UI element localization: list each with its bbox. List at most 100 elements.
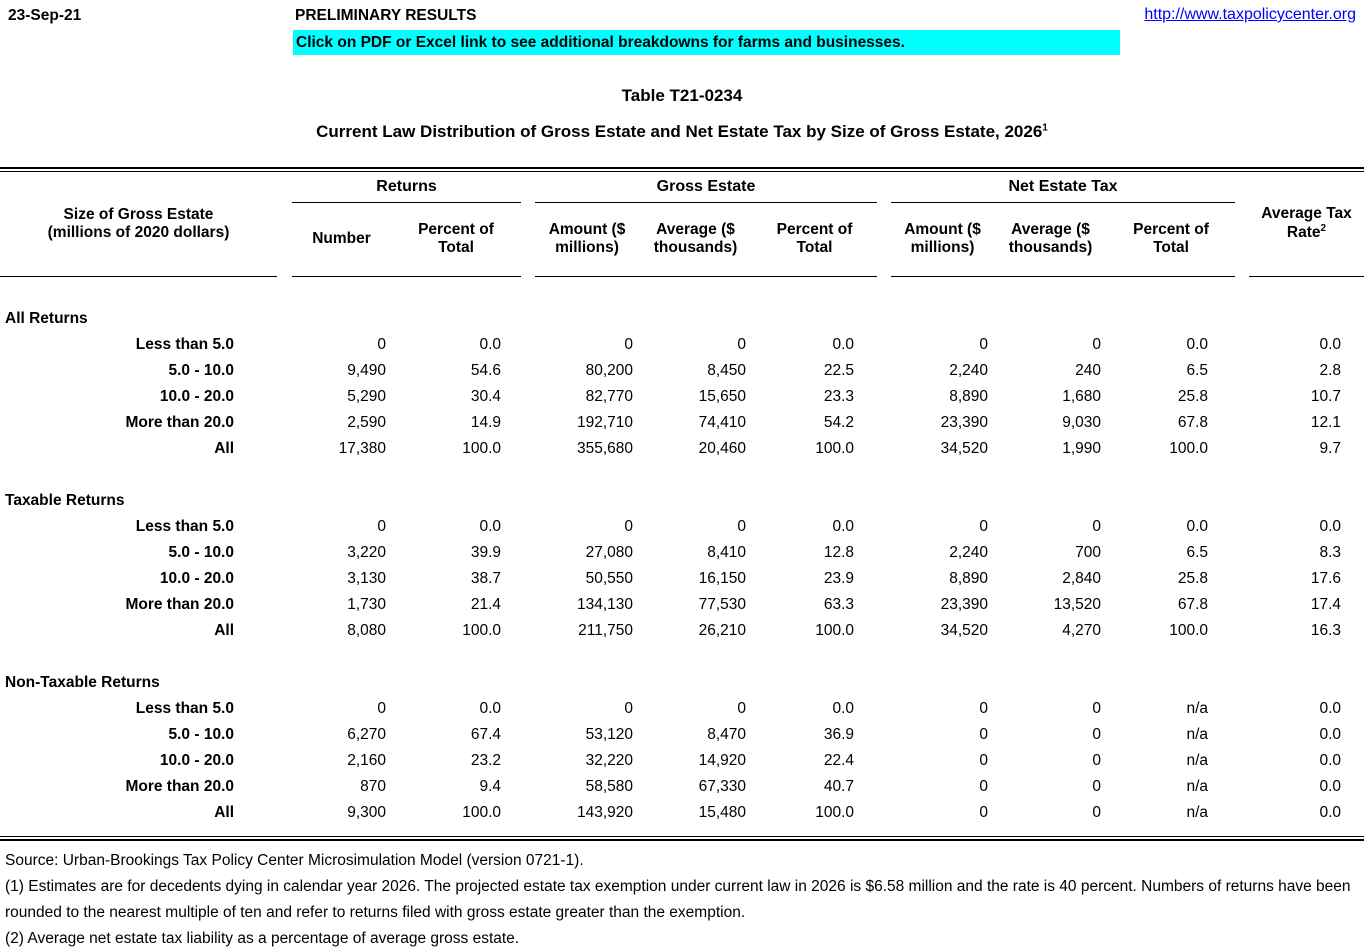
col-header-gross-percent: Percent of Total (752, 202, 878, 277)
cell-value: 23,390 (940, 596, 989, 613)
cell-value: 0.0 (1319, 726, 1342, 743)
cell-value: 100.0 (1169, 622, 1209, 639)
data-table-frame: Size of Gross Estate (millions of 2020 d… (0, 167, 1364, 841)
cell-value: 9.7 (1319, 440, 1342, 457)
cell-value: 0 (377, 518, 386, 535)
cell-value: 80,200 (585, 362, 634, 379)
cell-value: 0.0 (1319, 700, 1342, 717)
cell-value: 53,120 (585, 726, 634, 743)
cell-value: 0 (1092, 752, 1102, 769)
cell-value: 0 (737, 336, 747, 353)
cell-value: 30.4 (470, 388, 502, 405)
cell-value: 0 (377, 336, 386, 353)
group-header-returns: Returns (292, 172, 522, 203)
col-header-net-average: Average ($ thousands) (994, 202, 1108, 277)
cell-value: 355,680 (576, 440, 634, 457)
table-row: All 17,380 100.0 355,680 20,460 100.0 34,520 1,… (0, 436, 1364, 462)
cell-value: 0.0 (1319, 336, 1342, 353)
cell-value: 32,220 (585, 752, 634, 769)
cell-value: 0.0 (479, 700, 502, 717)
cell-value: 10.7 (1310, 388, 1342, 405)
cell-value: 34,520 (940, 440, 989, 457)
cell-value: 8,890 (949, 388, 989, 405)
cell-value: 0.0 (1186, 518, 1209, 535)
cell-value: 15,650 (698, 388, 747, 405)
table-title-text: Current Law Distribution of Gross Estate… (316, 122, 1043, 141)
row-label: More than 20.0 (125, 414, 234, 431)
cell-value: 36.9 (823, 726, 855, 743)
cell-value: n/a (1186, 726, 1209, 743)
col-header-average-tax-rate: Average Tax Rate2 (1249, 172, 1364, 277)
cell-value: 8,470 (707, 726, 747, 743)
col-header-gross-average: Average ($ thousands) (639, 202, 753, 277)
cell-value: 39.9 (470, 544, 502, 561)
row-label: All (214, 622, 234, 639)
cell-value: 23.3 (823, 388, 855, 405)
table-row: 10.0 - 20.0 3,130 38.7 50,550 16,150 23.9 8,89… (0, 566, 1364, 592)
cell-value: 700 (1075, 544, 1102, 561)
cell-value: 54.6 (470, 362, 502, 379)
table-row: 5.0 - 10.0 3,220 39.9 27,080 8,410 12.8 2,240 7… (0, 540, 1364, 566)
taxpolicycenter-link[interactable]: http://www.taxpolicycenter.org (1144, 6, 1356, 23)
cell-value: 2,590 (347, 414, 386, 431)
row-label: 5.0 - 10.0 (168, 544, 235, 561)
cell-value: 14,920 (698, 752, 747, 769)
cell-value: 870 (360, 778, 386, 795)
col-header-net-percent: Percent of Total (1107, 202, 1236, 277)
cell-value: 0 (624, 518, 634, 535)
row-label: All (214, 804, 234, 821)
cell-value: 63.3 (823, 596, 855, 613)
title-footnote-marker: 1 (1042, 122, 1048, 134)
table-row: 5.0 - 10.0 6,270 67.4 53,120 8,470 36.9 0 0 n/a 0… (0, 722, 1364, 748)
cell-value: 0.0 (1186, 336, 1209, 353)
cell-value: 67.4 (470, 726, 502, 743)
cell-value: 67,330 (698, 778, 747, 795)
table-title: Current Law Distribution of Gross Estate… (0, 122, 1364, 142)
cell-value: 0 (1092, 778, 1102, 795)
table-row: All 9,300 100.0 143,920 15,480 100.0 0 0 n/a 0.0 (0, 800, 1364, 826)
cell-value: 2,160 (347, 752, 386, 769)
cell-value: 0 (979, 778, 989, 795)
cell-value: 8,080 (347, 622, 386, 639)
cell-value: 0 (1092, 726, 1102, 743)
cell-value: 0 (1092, 804, 1102, 821)
cell-value: 0 (624, 700, 634, 717)
cell-value: 38.7 (470, 570, 502, 587)
row-label: 5.0 - 10.0 (168, 726, 235, 743)
cell-value: 15,480 (698, 804, 747, 821)
cell-value: 21.4 (470, 596, 502, 613)
row-label: All (214, 440, 234, 457)
col-header-net-amount: Amount ($ millions) (891, 202, 995, 277)
cell-value: 100.0 (815, 804, 855, 821)
cell-value: 0.0 (1319, 752, 1342, 769)
cell-value: 12.8 (823, 544, 855, 561)
footnotes: Source: Urban-Brookings Tax Policy Cente… (0, 848, 1360, 950)
cell-value: 8,890 (949, 570, 989, 587)
cell-value: 0.0 (832, 336, 855, 353)
row-header-label: Size of Gross Estate (millions of 2020 d… (0, 172, 277, 277)
cell-value: n/a (1186, 804, 1209, 821)
cell-value: 143,920 (576, 804, 634, 821)
cell-value: n/a (1186, 778, 1209, 795)
table-row: 10.0 - 20.0 2,160 23.2 32,220 14,920 22.4 0 0 n/… (0, 748, 1364, 774)
cell-value: 0 (979, 336, 989, 353)
cell-value: 9,300 (347, 804, 386, 821)
row-label: Less than 5.0 (135, 700, 234, 717)
cell-value: 34,520 (940, 622, 989, 639)
cell-value: 0 (979, 752, 989, 769)
cell-value: 3,130 (347, 570, 386, 587)
cell-value: 2,840 (1062, 570, 1102, 587)
cell-value: 12.1 (1310, 414, 1342, 431)
cell-value: 0.0 (832, 700, 855, 717)
section-header: Taxable Returns (5, 492, 125, 509)
cell-value: 100.0 (462, 622, 502, 639)
cell-value: 0 (1092, 336, 1102, 353)
cell-value: 40.7 (823, 778, 855, 795)
cell-value: 22.4 (823, 752, 855, 769)
cell-value: 17.6 (1310, 570, 1342, 587)
cell-value: 5,290 (347, 388, 386, 405)
cell-value: 100.0 (1169, 440, 1209, 457)
section-header: All Returns (5, 310, 88, 327)
cell-value: 74,410 (698, 414, 747, 431)
